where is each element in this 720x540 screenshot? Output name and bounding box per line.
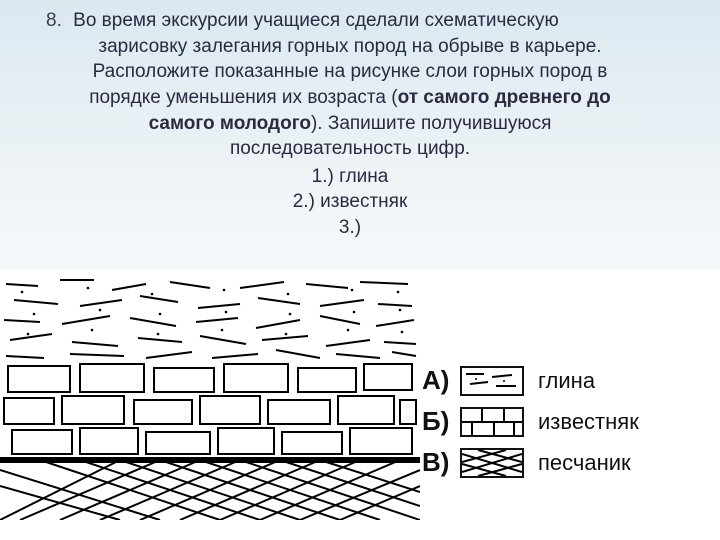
legend-swatch-sandstone: [460, 448, 524, 478]
options: 1.) глина 2.) известняк 3.): [40, 164, 660, 241]
cross-section-diagram: [0, 270, 420, 520]
clay-pattern-icon: [462, 368, 522, 394]
legend-row-c: В) песчаник: [422, 447, 706, 478]
prompt-line-1: 8. Во время экскурсии учащиеся сделали с…: [40, 8, 660, 34]
sandstone-pattern-icon: [462, 450, 522, 476]
question-number: 8.: [46, 10, 62, 31]
option-2: 2.) известняк: [40, 189, 660, 215]
instr-line-3: самого молодого). Запишите получившуюся: [40, 111, 660, 137]
instr-line-4: последовательность цифр.: [40, 136, 660, 162]
diagram-container: А) глина Б): [0, 270, 720, 540]
prompt-line-2: зарисовку залегания горных пород на обры…: [40, 34, 660, 60]
instr-line-2: порядке уменьшения их возраста (от самог…: [40, 85, 660, 111]
prompt-text-1: Во время экскурсии учащиеся сделали схем…: [73, 10, 559, 31]
legend-letter-b: Б): [422, 406, 460, 437]
legend-swatch-clay: [460, 366, 524, 396]
legend-label-b: известняк: [538, 409, 639, 435]
legend-row-b: Б) известняк: [422, 406, 706, 437]
option-1: 1.) глина: [40, 164, 660, 190]
legend-label-c: песчаник: [538, 450, 631, 476]
legend-row-a: А) глина: [422, 365, 706, 396]
legend-letter-c: В): [422, 447, 460, 478]
question-text: 8. Во время экскурсии учащиеся сделали с…: [0, 0, 720, 241]
legend: А) глина Б): [422, 365, 706, 488]
option-3: 3.): [40, 215, 660, 241]
legend-label-a: глина: [538, 368, 595, 394]
legend-letter-a: А): [422, 365, 460, 396]
legend-swatch-limestone: [460, 407, 524, 437]
limestone-pattern-icon: [462, 409, 522, 435]
instr-line-1: Расположите показанные на рисунке слои г…: [40, 59, 660, 85]
